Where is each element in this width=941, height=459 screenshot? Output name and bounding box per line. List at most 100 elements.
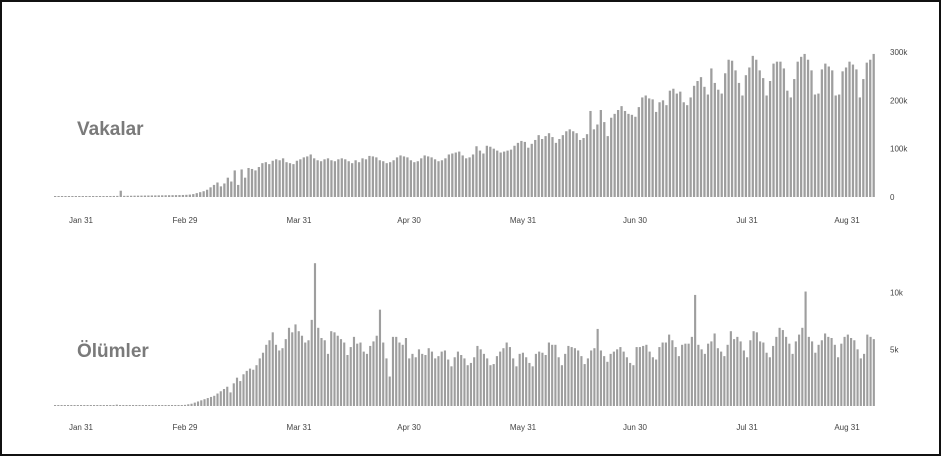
cases-bar <box>102 196 105 197</box>
deaths-bar <box>157 405 161 406</box>
cases-bar <box>724 73 727 197</box>
cases-bar <box>682 102 685 197</box>
deaths-bar <box>739 341 742 406</box>
deaths-bar <box>187 404 190 406</box>
deaths-bar <box>219 391 222 406</box>
cases-bar <box>195 193 198 197</box>
cases-bar <box>554 142 558 197</box>
cases-bar <box>782 68 786 198</box>
deaths-bar <box>430 351 434 406</box>
cases-bar <box>706 94 710 197</box>
cases-bar <box>768 81 772 197</box>
cases-bar <box>675 93 678 197</box>
cases-bar <box>174 195 178 198</box>
deaths-bar <box>850 338 853 406</box>
deaths-bar <box>352 336 356 406</box>
cases-bar <box>744 75 748 197</box>
cases-bar <box>851 64 855 197</box>
deaths-bar <box>382 342 385 406</box>
deaths-bar <box>586 358 589 406</box>
cases-bar <box>679 91 682 197</box>
deaths-bar <box>791 353 794 406</box>
cases-bar <box>233 170 236 197</box>
cases-bar <box>129 195 133 197</box>
cases-bar <box>558 139 561 197</box>
cases-bar <box>413 162 416 197</box>
deaths-bar <box>248 368 252 406</box>
cases-x-tick: Aug 31 <box>834 216 860 225</box>
cases-bar <box>133 195 136 197</box>
deaths-bar <box>151 405 154 406</box>
deaths-bar <box>190 403 193 406</box>
deaths-bar <box>837 357 840 406</box>
cases-bar <box>596 124 599 197</box>
deaths-bar <box>655 359 658 406</box>
deaths-bar <box>456 351 460 406</box>
deaths-bar <box>694 294 697 406</box>
cases-bar <box>800 56 803 197</box>
cases-bar <box>105 196 109 197</box>
cases-bar <box>786 90 789 197</box>
deaths-bar <box>183 404 187 406</box>
cases-bar <box>409 160 413 197</box>
deaths-bar <box>388 376 391 406</box>
cases-bar <box>689 97 692 197</box>
deaths-panel: Ölümler Jan 31 Feb 29 Mar 31 Apr 30 May 31 Ju… <box>54 263 904 432</box>
cases-bar <box>796 61 799 197</box>
cases-bar <box>389 162 392 197</box>
deaths-bar <box>421 353 424 406</box>
deaths-bar <box>469 362 473 406</box>
deaths-bar <box>811 341 814 406</box>
deaths-bar <box>590 350 593 406</box>
cases-bar <box>713 82 716 197</box>
cases-bar <box>534 139 537 197</box>
deaths-bar <box>765 352 768 406</box>
deaths-bar <box>417 349 421 406</box>
deaths-bar <box>551 344 554 406</box>
deaths-bar <box>349 347 352 406</box>
cases-bar <box>482 153 485 197</box>
cases-bar <box>361 158 364 197</box>
cases-bar <box>60 196 64 197</box>
cases-bar <box>364 159 368 197</box>
deaths-bar <box>778 327 781 406</box>
cases-bar <box>319 161 323 197</box>
deaths-bar <box>833 344 836 406</box>
deaths-bar <box>434 358 437 406</box>
deaths-bar <box>853 340 856 406</box>
deaths-bar <box>203 399 206 406</box>
deaths-bar <box>180 405 183 406</box>
deaths-bar <box>476 345 479 406</box>
deaths-bar <box>144 405 148 406</box>
cases-bar <box>199 192 202 197</box>
deaths-bar <box>161 405 164 406</box>
deaths-bar <box>274 344 278 406</box>
cases-bar <box>730 60 734 198</box>
deaths-bar <box>700 349 703 406</box>
cases-bar <box>737 82 741 197</box>
deaths-bars <box>54 263 875 406</box>
deaths-bar <box>414 357 417 406</box>
deaths-bar <box>70 405 73 406</box>
cases-bar <box>634 116 637 197</box>
cases-bar <box>74 196 77 197</box>
cases-bar <box>516 142 520 197</box>
deaths-bar <box>785 336 788 406</box>
cases-bar <box>95 196 98 197</box>
cases-bar <box>824 63 827 197</box>
deaths-x-axis: Jan 31 Feb 29 Mar 31 Apr 30 May 31 Jun 30 Jul … <box>69 423 860 432</box>
deaths-bar <box>239 381 242 406</box>
cases-bar <box>275 159 278 197</box>
cases-bar <box>192 194 195 197</box>
deaths-bar <box>733 339 736 406</box>
deaths-bar <box>79 405 83 406</box>
deaths-bar <box>534 353 537 406</box>
deaths-bar <box>206 398 209 406</box>
cases-bar <box>651 99 654 197</box>
deaths-bar <box>840 343 843 406</box>
deaths-bar <box>443 350 447 406</box>
deaths-bar <box>391 336 395 406</box>
cases-bar <box>223 183 226 197</box>
